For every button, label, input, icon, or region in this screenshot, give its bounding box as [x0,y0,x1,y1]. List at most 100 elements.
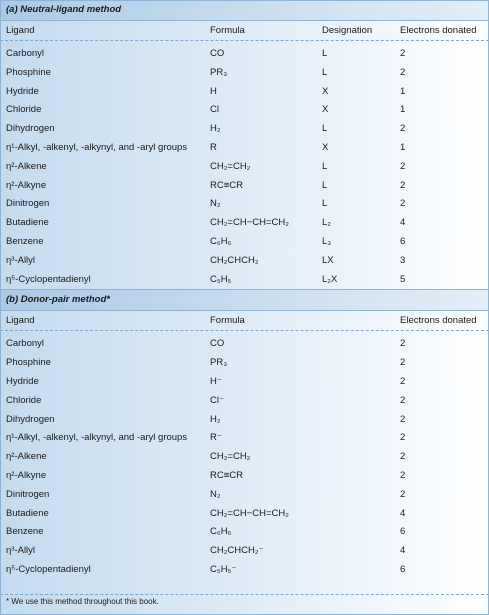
cell-electrons: 2 [400,48,406,59]
cell-electrons: 2 [400,413,406,425]
cell-formula: H₂ [210,123,221,135]
cell-designation: L₂X [322,273,338,285]
cell-formula: Cl [210,104,219,116]
cell-ligand: η³-Allyl [6,254,36,266]
header-formula: Formula [210,315,245,327]
table-row: η³-Allyl CH₂CHCH₂⁻ 4 [0,542,489,561]
table-row: η²-Alkyne RC≡CR 2 [0,467,489,486]
cell-designation: L₃ [322,235,332,247]
header-designation: Designation [322,25,373,36]
cell-ligand: η⁵-Cyclopentadienyl [6,273,91,285]
table-row: η¹-Alkyl, -alkenyl, -alkynyl, and -aryl … [0,429,489,448]
cell-ligand: Hydride [6,375,39,387]
cell-formula: PR₃ [210,357,228,369]
cell-formula: C₅H₅ [210,273,232,285]
cell-ligand: Dinitrogen [6,488,50,500]
cell-ligand: η¹-Alkyl, -alkenyl, -alkynyl, and -aryl … [6,141,188,153]
cell-ligand: η¹-Alkyl, -alkenyl, -alkynyl, and -aryl … [6,432,188,444]
cell-formula: CO [210,48,225,59]
cell-electrons: 2 [400,357,406,369]
header-electrons: Electrons donated [400,25,477,36]
cell-designation: L [322,66,328,78]
section-a-rows: Carbonyl CO L 2 Phosphine PR₃ L 2 Hydride H X 1 Chlo… [0,41,489,289]
table-row: η²-Alkyne RC≡CR L 2 [0,177,489,196]
table-row: η²-Alkene CH₂=CH₂ 2 [0,448,489,467]
header-ligand: Ligand [6,25,35,36]
cell-electrons: 6 [400,235,406,247]
cell-ligand: Dinitrogen [6,198,50,210]
cell-formula: N₂ [210,198,221,210]
cell-electrons: 2 [400,394,406,406]
cell-electrons: 3 [400,254,406,266]
header-formula: Formula [210,25,245,36]
cell-ligand: Benzene [6,235,44,247]
cell-ligand: Dihydrogen [6,413,55,425]
cell-formula: CH₂=CH−CH=CH₂ [210,217,289,229]
cell-designation: L [322,179,328,191]
cell-designation: X [322,104,329,116]
cell-ligand: η²-Alkene [6,451,47,463]
cell-electrons: 2 [400,451,406,463]
header-electrons: Electrons donated [400,315,477,327]
cell-ligand: Carbonyl [6,338,45,350]
table-row: η²-Alkene CH₂=CH₂ L 2 [0,158,489,177]
cell-formula: C₆H₆ [210,235,232,247]
footnote: * We use this method throughout this boo… [6,597,159,606]
header-ligand: Ligand [6,315,35,327]
cell-ligand: Dihydrogen [6,123,55,135]
cell-formula: C₅H₅⁻ [210,563,237,575]
table-row: Phosphine PR₃ L 2 [0,64,489,83]
cell-formula: N₂ [210,488,221,500]
cell-ligand: η²-Alkyne [6,179,47,191]
table-row: Dihydrogen H₂ 2 [0,411,489,430]
cell-electrons: 1 [400,104,406,116]
cell-ligand: η³-Allyl [6,545,36,557]
cell-formula: CH₂CHCH₂ [210,254,259,266]
cell-electrons: 2 [400,338,406,350]
cell-formula: H⁻ [210,375,222,387]
cell-designation: LX [322,254,334,266]
cell-electrons: 4 [400,545,406,557]
cell-formula: CH₂=CH−CH=CH₂ [210,507,289,519]
cell-ligand: η²-Alkene [6,160,47,172]
cell-electrons: 2 [400,123,406,135]
cell-designation: L₂ [322,217,331,229]
cell-electrons: 2 [400,198,406,210]
cell-formula: CH₂=CH₂ [210,451,251,463]
cell-ligand: Butadiene [6,217,49,229]
cell-formula: H₂ [210,413,221,425]
table-row: Benzene C₆H₆ 6 [0,523,489,542]
cell-ligand: Chloride [6,104,42,116]
table-row: Dihydrogen H₂ L 2 [0,120,489,139]
cell-ligand: Phosphine [6,357,51,369]
cell-electrons: 4 [400,507,406,519]
cell-formula: RC≡CR [210,179,243,191]
cell-formula: R [210,141,217,153]
table-row: Dinitrogen N₂ 2 [0,486,489,505]
section-a-column-headers: Ligand Formula Designation Electrons don… [0,21,489,41]
cell-designation: X [322,85,329,97]
table-row: η³-Allyl CH₂CHCH₂ LX 3 [0,252,489,271]
section-divider [0,289,489,291]
table-row: Dinitrogen N₂ L 2 [0,195,489,214]
table-row: Phosphine PR₃ 2 [0,354,489,373]
table-row: Chloride Cl⁻ 2 [0,392,489,411]
cell-designation: L [322,48,328,59]
table-row: Chloride Cl X 1 [0,101,489,120]
section-a-title: (a) Neutral-ligand method [0,0,489,21]
cell-formula: CH₂=CH₂ [210,160,251,172]
table-row: η¹-Alkyl, -alkenyl, -alkynyl, and -aryl … [0,139,489,158]
table-row: Hydride H X 1 [0,83,489,102]
cell-electrons: 1 [400,141,406,153]
section-b-rows: Carbonyl CO 2 Phosphine PR₃ 2 Hydride H⁻ 2 Chlori… [0,331,489,579]
table-row: Butadiene CH₂=CH−CH=CH₂ L₂ 4 [0,214,489,233]
footnote-rule [0,594,489,595]
cell-ligand: η²-Alkyne [6,469,47,481]
section-b-title: (b) Donor-pair method* [0,290,489,312]
table-row: Benzene C₆H₆ L₃ 6 [0,233,489,252]
section-b-column-headers: Ligand Formula Electrons donated [0,311,489,332]
cell-formula: H [210,85,217,97]
cell-ligand: Carbonyl [6,48,45,59]
table-row: Hydride H⁻ 2 [0,373,489,392]
cell-formula: C₆H₆ [210,526,232,538]
